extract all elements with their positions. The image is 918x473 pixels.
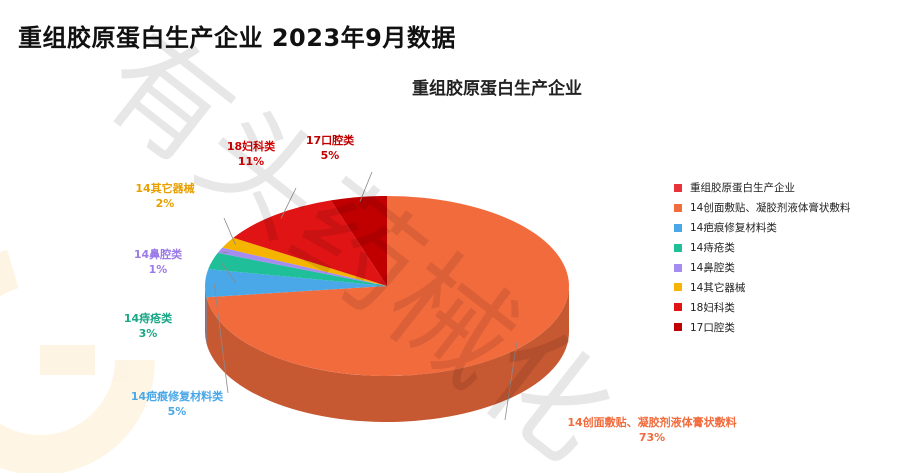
pie-slice-5[interactable] [222, 237, 387, 286]
pie-slice-7[interactable] [330, 196, 387, 286]
data-label-value-6: 11% [238, 155, 264, 168]
legend: 重组胶原蛋白生产企业 14创面敷贴、凝胶剂液体膏状敷料 14疤痕修复材料类 14痔疮类… [674, 178, 914, 337]
legend-label: 重组胶原蛋白生产企业 [690, 182, 795, 195]
legend-swatch [674, 203, 682, 212]
leader-line-6 [280, 187, 297, 219]
data-label-value-7: 5% [321, 149, 340, 162]
legend-label: 14痔疮类 [690, 242, 735, 255]
legend-item-5[interactable]: 14其它器械 [674, 277, 914, 297]
data-label-value-1: 73% [639, 431, 665, 444]
legend-item-2[interactable]: 14疤痕修复材料类 [674, 218, 914, 238]
data-label-name-1: 14创面敷贴、凝胶剂液体膏状敷料 [567, 415, 736, 429]
pie-slice-4[interactable] [217, 247, 387, 286]
pie-slices [205, 196, 570, 423]
pie-side-2 [205, 286, 207, 344]
legend-label: 14其它器械 [690, 281, 746, 294]
watermark-logo [0, 245, 155, 473]
pie-side-1 [206, 286, 569, 423]
data-labels: 14创面敷贴、凝胶剂液体膏状敷料 73% 14疤痕修复材料类 5% 14痔疮类 3% 14鼻… [124, 133, 737, 444]
data-label-value-5: 2% [156, 197, 175, 210]
legend-swatch [674, 303, 682, 312]
legend-item-7[interactable]: 17口腔类 [674, 317, 914, 337]
legend-label: 14创面敷贴、凝胶剂液体膏状敷料 [690, 202, 851, 215]
legend-swatch [674, 183, 682, 192]
legend-label: 14鼻腔类 [690, 262, 735, 274]
chart-title: 重组胶原蛋白生产企业 [412, 78, 582, 99]
data-label-value-3: 3% [139, 327, 158, 340]
data-label-value-4: 1% [149, 263, 168, 276]
data-label-name-3: 14痔疮类 [124, 311, 173, 325]
legend-item-0[interactable]: 重组胶原蛋白生产企业 [674, 178, 914, 198]
leader-lines [213, 171, 518, 421]
leader-line-1 [504, 342, 518, 421]
data-label-name-7: 17口腔类 [306, 133, 355, 147]
legend-item-6[interactable]: 18妇科类 [674, 297, 914, 317]
leader-line-3 [220, 261, 237, 284]
leader-line-5 [223, 217, 236, 245]
legend-item-4[interactable]: 14鼻腔类 [674, 258, 914, 278]
data-label-name-6: 18妇科类 [227, 139, 276, 153]
legend-swatch [674, 323, 682, 332]
legend-item-1[interactable]: 14创面敷贴、凝胶剂液体膏状敷料 [674, 198, 914, 218]
legend-label: 14疤痕修复材料类 [690, 222, 777, 235]
legend-item-3[interactable]: 14痔疮类 [674, 238, 914, 258]
legend-label: 18妇科类 [690, 301, 735, 314]
legend-swatch [674, 243, 682, 252]
legend-label: 17口腔类 [690, 321, 735, 334]
data-label-name-5: 14其它器械 [135, 181, 194, 195]
pie-slice-2[interactable] [205, 269, 387, 298]
leader-line-7 [359, 171, 373, 202]
legend-swatch [674, 263, 682, 272]
pie-slice-3[interactable] [208, 252, 387, 286]
data-label-name-2: 14疤痕修复材料类 [131, 389, 224, 403]
leader-line-2 [213, 283, 229, 394]
data-label-name-4: 14鼻腔类 [134, 247, 183, 261]
page-title: 重组胶原蛋白生产企业 2023年9月数据 [18, 24, 456, 52]
leader-line-4 [221, 251, 229, 254]
legend-swatch [674, 283, 682, 292]
data-label-value-2: 5% [168, 405, 187, 418]
pie-slice-6[interactable] [233, 200, 387, 286]
pie-slice-1[interactable] [206, 196, 570, 376]
legend-swatch [674, 223, 682, 232]
